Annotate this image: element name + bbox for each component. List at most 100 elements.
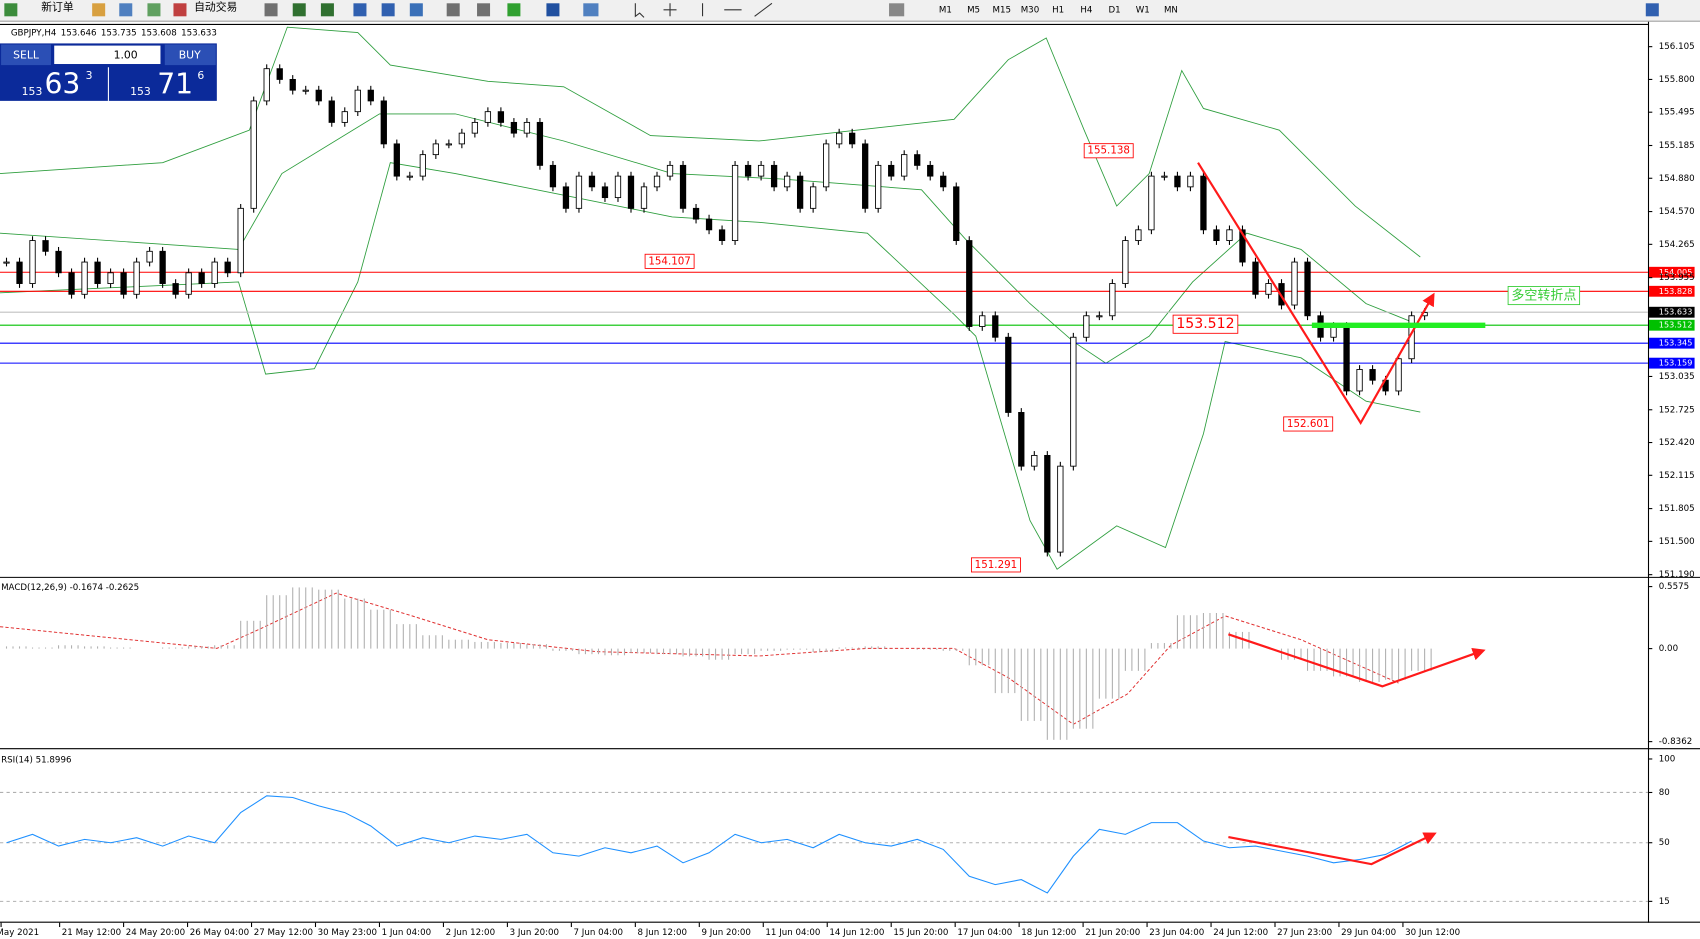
- time-tick-label: 20 May 2021: [0, 928, 39, 938]
- time-tick-label: 21 May 12:00: [62, 928, 121, 938]
- price-level-label: 153.159: [1659, 358, 1693, 368]
- icon[interactable]: [381, 3, 395, 17]
- candle-body: [445, 143, 452, 146]
- candle-body: [380, 100, 387, 145]
- candle-body: [263, 68, 270, 102]
- ask-big: 153: [130, 85, 151, 98]
- icon[interactable]: [546, 3, 560, 17]
- candle-body: [1161, 175, 1168, 178]
- timeframe-button[interactable]: M1: [939, 5, 952, 15]
- sell-button[interactable]: [1, 44, 51, 66]
- timeframe-button[interactable]: H1: [1052, 5, 1064, 15]
- candle-body: [393, 143, 400, 177]
- timeframe-button[interactable]: M5: [967, 5, 980, 15]
- annotation-label: 多空转折点: [1511, 288, 1576, 304]
- candle-body: [341, 111, 348, 123]
- macd-tick-label: 0.5575: [1659, 582, 1689, 592]
- icon[interactable]: [92, 3, 106, 17]
- time-tick-label: 30 Jun 12:00: [1405, 928, 1460, 938]
- icon[interactable]: [409, 3, 423, 17]
- candle-body: [731, 164, 739, 242]
- candle-body: [1330, 326, 1337, 338]
- candle-body: [42, 240, 49, 252]
- icon[interactable]: [634, 3, 645, 18]
- icon[interactable]: [320, 3, 334, 17]
- candle-body: [1070, 336, 1077, 467]
- candle-body: [901, 154, 908, 177]
- time-tick-label: 27 May 12:00: [254, 928, 313, 938]
- time-tick-label: 24 Jun 12:00: [1213, 928, 1268, 938]
- sell-label[interactable]: SELL: [13, 48, 39, 61]
- candle-body: [718, 229, 726, 242]
- candle-body: [705, 218, 713, 231]
- timeframe-button[interactable]: D1: [1108, 5, 1120, 15]
- icon[interactable]: [507, 3, 521, 17]
- icon[interactable]: [119, 3, 133, 17]
- annotation-box: [1172, 314, 1239, 334]
- candle-body: [862, 143, 869, 209]
- candle-body: [406, 175, 413, 178]
- macd-title: MACD(12,26,9) -0.1674 -0.2625: [1, 583, 139, 593]
- timeframe-button[interactable]: W1: [1136, 5, 1150, 15]
- price-tick-label: 152.115: [1659, 471, 1695, 481]
- candle-body: [198, 272, 205, 284]
- candle-body: [627, 175, 635, 209]
- icon[interactable]: [264, 3, 278, 17]
- candle-body: [1304, 261, 1311, 317]
- icon[interactable]: [702, 2, 773, 17]
- time-tick-label: 30 May 23:00: [318, 928, 377, 938]
- candle-body: [875, 164, 882, 209]
- icon[interactable]: [353, 3, 367, 17]
- chart-header: GBPJPY,H4 153.646 153.735 153.608 153.633: [11, 28, 217, 38]
- annotation-label: 151.291: [975, 559, 1018, 571]
- rsi-line: [6, 795, 1412, 894]
- time-tick-label: 11 Jun 04:00: [765, 928, 820, 938]
- icon[interactable]: [889, 3, 905, 17]
- icon[interactable]: [477, 3, 491, 17]
- price-tick-label: 153.955: [1659, 273, 1695, 283]
- candle-body: [55, 250, 62, 274]
- new-order-button[interactable]: 新订单: [41, 0, 74, 14]
- candle-body: [575, 175, 583, 209]
- bid-pips: 63: [44, 68, 80, 101]
- auto-trading-button[interactable]: 自动交易: [194, 0, 237, 14]
- header-high: 153.735: [101, 28, 137, 38]
- icon[interactable]: [4, 3, 18, 17]
- icon[interactable]: [147, 3, 161, 17]
- candle-body: [1252, 261, 1259, 295]
- price-level-tag: [1649, 266, 1695, 278]
- icon[interactable]: [446, 3, 460, 17]
- icon[interactable]: [1645, 3, 1659, 17]
- buy-label[interactable]: BUY: [179, 48, 201, 61]
- icon[interactable]: [663, 3, 677, 17]
- one-click-panel: SELL 1.00 BUY 153 63 3 153 71 6: [0, 43, 217, 101]
- candle-body: [107, 272, 114, 284]
- candle-body: [328, 100, 335, 123]
- rsi-tick-label: 80: [1659, 788, 1670, 798]
- candle-body: [562, 186, 570, 209]
- buy-button[interactable]: [164, 44, 216, 66]
- candle-body: [68, 272, 75, 295]
- timeframe-button[interactable]: MN: [1164, 5, 1178, 15]
- candle-body: [809, 186, 817, 209]
- lots-box[interactable]: [54, 45, 161, 65]
- annotation-label: 154.107: [648, 255, 691, 267]
- price-tick-label: 154.880: [1659, 174, 1695, 184]
- price-tick-label: 154.265: [1659, 240, 1695, 250]
- annotation-box: [1507, 286, 1581, 306]
- timeframe-button[interactable]: H4: [1080, 5, 1093, 15]
- annotation-label: 153.512: [1176, 316, 1234, 332]
- timeframe-button[interactable]: M15: [993, 5, 1011, 15]
- icon[interactable]: [292, 3, 306, 17]
- candle-body: [172, 283, 179, 295]
- candle-body: [1369, 369, 1376, 381]
- price-tick-label: 152.420: [1659, 438, 1695, 448]
- icon[interactable]: [173, 3, 187, 17]
- time-tick-label: 15 Jun 20:00: [893, 928, 948, 938]
- time-tick-label: 27 Jun 23:00: [1277, 928, 1332, 938]
- candle-body: [1356, 369, 1363, 392]
- timeframe-button[interactable]: M30: [1021, 5, 1039, 15]
- macd-tick-label: 0.00: [1659, 644, 1678, 654]
- icon[interactable]: [583, 3, 599, 17]
- lots-value[interactable]: 1.00: [114, 48, 138, 61]
